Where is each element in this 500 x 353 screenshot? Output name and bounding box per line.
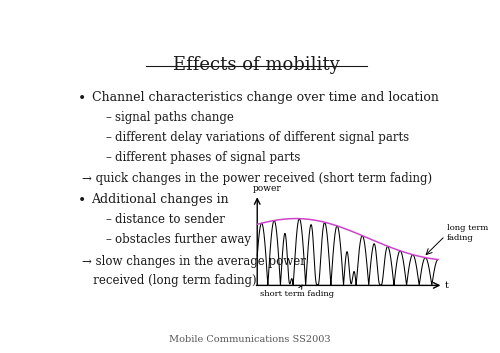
Text: –: –	[105, 151, 111, 164]
Text: signal paths change: signal paths change	[115, 111, 234, 124]
Text: different phases of signal parts: different phases of signal parts	[115, 151, 300, 164]
Text: received (long term fading): received (long term fading)	[82, 274, 256, 287]
Text: t: t	[445, 281, 449, 290]
Text: power: power	[252, 184, 282, 193]
Text: •: •	[78, 193, 86, 207]
Text: → slow changes in the average power: → slow changes in the average power	[82, 255, 306, 268]
Text: –: –	[105, 111, 111, 124]
Text: short term fading: short term fading	[260, 285, 334, 298]
Text: → quick changes in the power received (short term fading): → quick changes in the power received (s…	[82, 172, 432, 185]
Text: Additional changes in: Additional changes in	[92, 193, 229, 206]
Text: different delay variations of different signal parts: different delay variations of different …	[115, 131, 409, 144]
Text: •: •	[78, 91, 86, 105]
Text: obstacles further away: obstacles further away	[115, 233, 251, 246]
Text: Channel characteristics change over time and location: Channel characteristics change over time…	[92, 91, 438, 104]
Text: –: –	[105, 213, 111, 226]
Text: Mobile Communications SS2003: Mobile Communications SS2003	[169, 335, 331, 344]
Text: long term
fading: long term fading	[447, 225, 488, 241]
Text: –: –	[105, 233, 111, 246]
Text: distance to sender: distance to sender	[115, 213, 224, 226]
Text: Effects of mobility: Effects of mobility	[173, 56, 340, 74]
Text: –: –	[105, 131, 111, 144]
